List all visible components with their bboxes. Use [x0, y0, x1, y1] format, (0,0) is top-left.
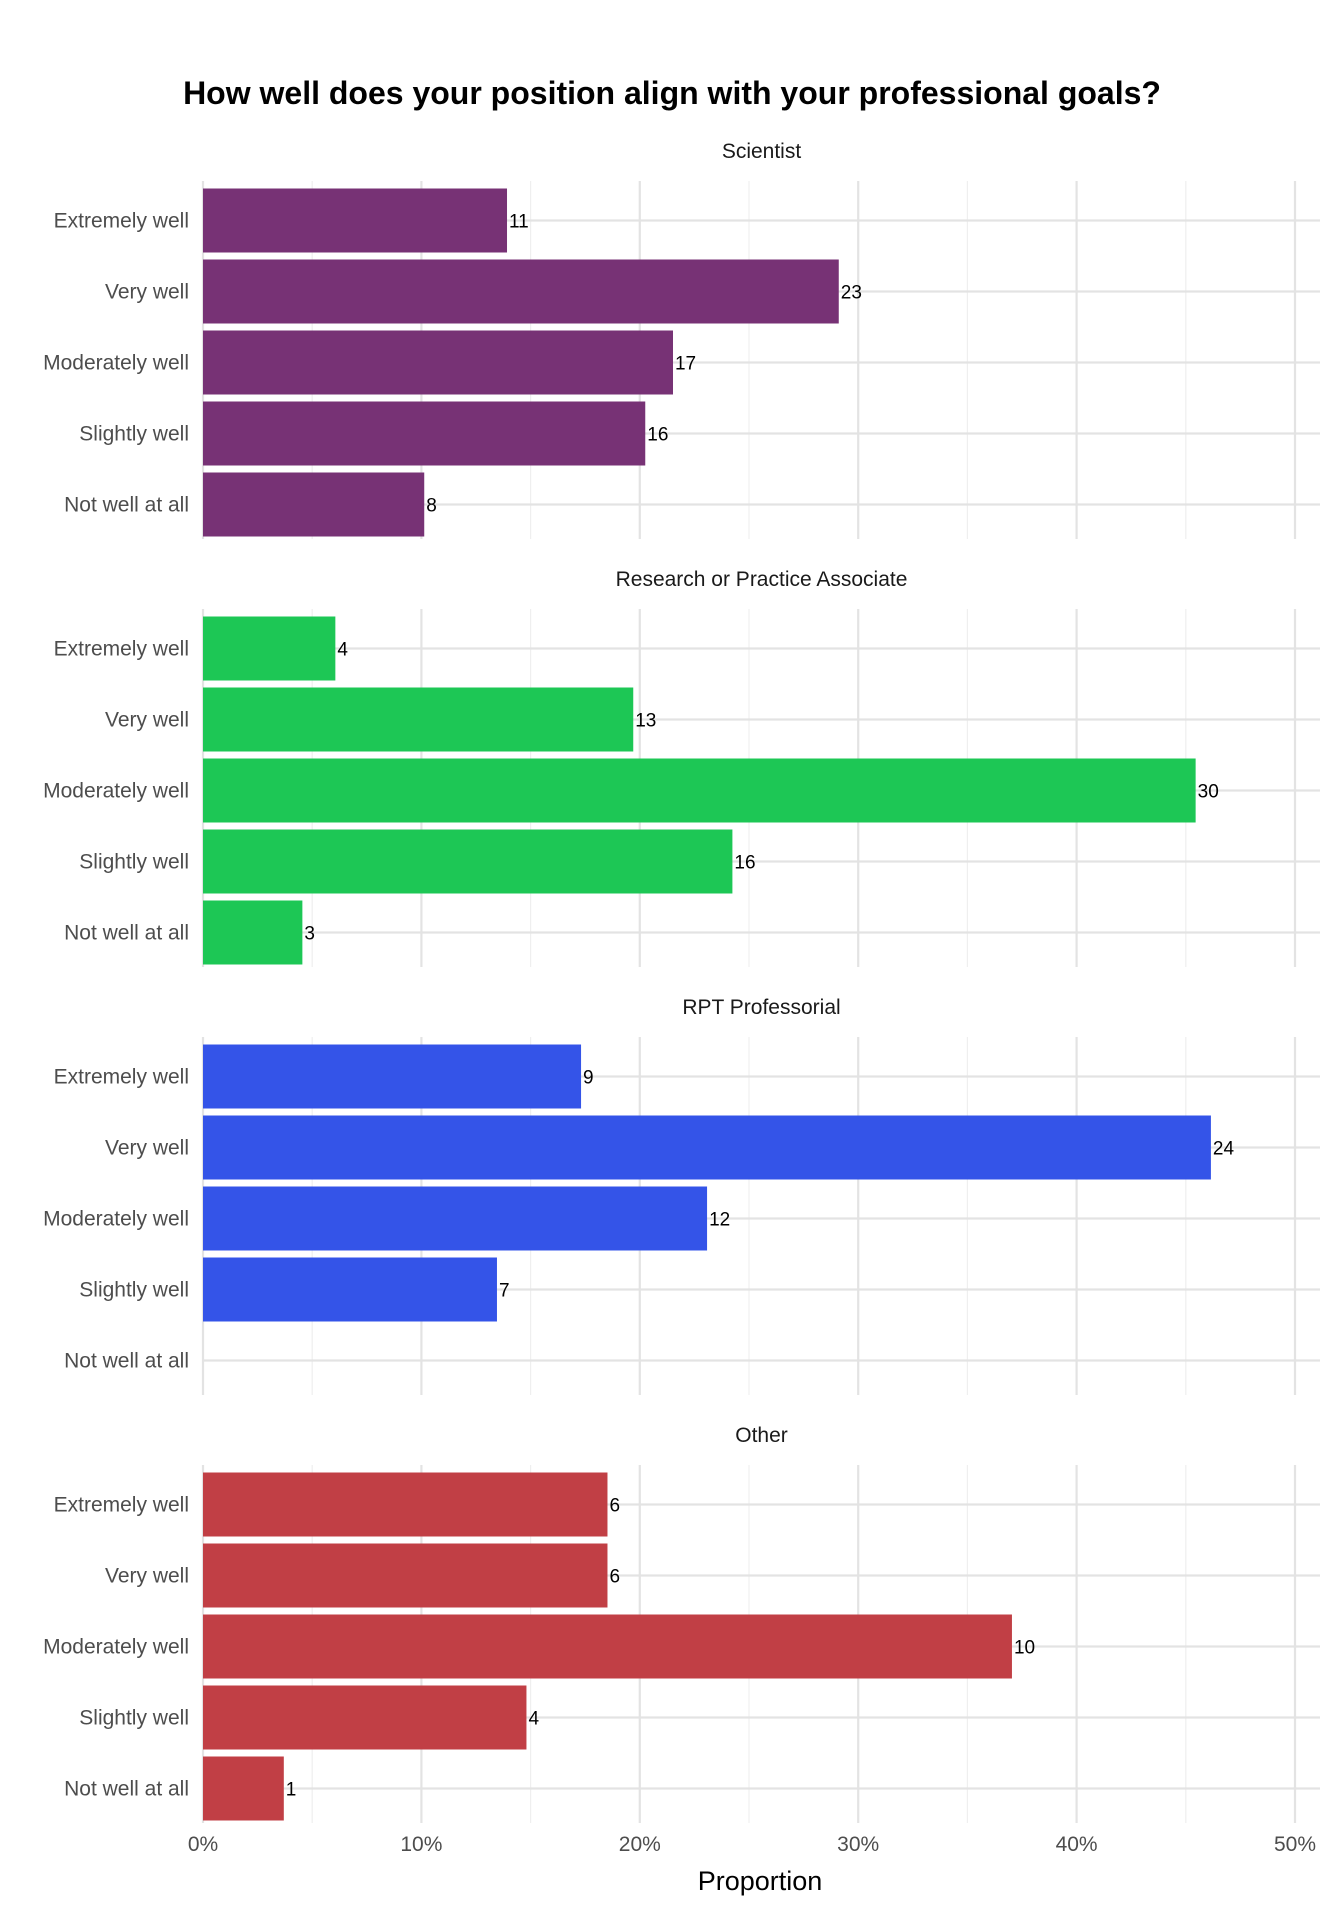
category-label: Extremely well	[54, 1066, 189, 1089]
facet-panels: Scientist Extremely well 11 Very well 23 Mode…	[43, 140, 1320, 1823]
x-tick-label: 40%	[1056, 1833, 1098, 1856]
category-label: Slightly well	[79, 1707, 189, 1730]
bar	[203, 1543, 608, 1608]
bar-value-label: 10	[1014, 1638, 1035, 1659]
category-label: Moderately well	[43, 1208, 189, 1231]
category-label: Moderately well	[43, 1636, 189, 1659]
bar	[203, 330, 673, 395]
bar	[203, 1472, 608, 1537]
facet-title: RPT Professorial	[682, 996, 840, 1019]
x-tick-label: 50%	[1274, 1833, 1316, 1856]
bar-value-label: 6	[609, 1496, 620, 1517]
bar-value-label: 4	[337, 640, 348, 661]
chart-title: How well does your position align with y…	[183, 75, 1161, 111]
bar	[203, 687, 634, 752]
category-label: Very well	[105, 281, 189, 304]
x-axis: 0% 10% 20% 30% 40% 50%	[188, 1833, 1316, 1856]
bar-value-label: 23	[841, 283, 862, 304]
category-label: Very well	[105, 709, 189, 732]
facet-title: Other	[735, 1424, 788, 1447]
bar	[203, 1756, 284, 1821]
bar-value-label: 1	[286, 1780, 297, 1801]
bar	[203, 472, 425, 537]
bar-value-label: 16	[734, 853, 755, 874]
x-axis-title: Proportion	[698, 1866, 823, 1896]
facet-1: Research or Practice Associate Extremely …	[43, 568, 1320, 967]
facet-0: Scientist Extremely well 11 Very well 23 Mode…	[43, 140, 1320, 539]
x-tick-label: 0%	[188, 1833, 218, 1856]
bar	[203, 1044, 582, 1109]
category-label: Very well	[105, 1565, 189, 1588]
bar-value-label: 13	[635, 711, 656, 732]
bar-value-label: 30	[1198, 782, 1219, 803]
category-label: Slightly well	[79, 423, 189, 446]
bar-value-label: 17	[675, 354, 696, 375]
facet-title: Research or Practice Associate	[616, 568, 908, 591]
bar	[203, 401, 646, 466]
bar	[203, 1115, 1211, 1180]
bar-value-label: 3	[304, 924, 315, 945]
facet-2: RPT Professorial Extremely well 9 Very well…	[43, 996, 1320, 1395]
bar-value-label: 24	[1213, 1139, 1235, 1160]
category-label: Extremely well	[54, 210, 189, 233]
bar-value-label: 8	[426, 496, 437, 517]
bar	[203, 1186, 708, 1251]
x-tick-label: 20%	[619, 1833, 661, 1856]
x-tick-label: 30%	[837, 1833, 879, 1856]
x-tick-label: 10%	[400, 1833, 442, 1856]
category-label: Slightly well	[79, 1279, 189, 1302]
bar	[203, 1257, 497, 1322]
bar	[203, 616, 336, 681]
bar	[203, 829, 733, 894]
bar	[203, 758, 1196, 823]
bar	[203, 900, 303, 965]
facet-title: Scientist	[722, 140, 802, 163]
bar-value-label: 6	[609, 1567, 620, 1588]
bar-value-label: 16	[647, 425, 668, 446]
category-label: Not well at all	[64, 1778, 189, 1801]
bar	[203, 1685, 527, 1750]
category-label: Extremely well	[54, 638, 189, 661]
category-label: Not well at all	[64, 922, 189, 945]
category-label: Slightly well	[79, 851, 189, 874]
bar	[203, 188, 508, 253]
category-label: Very well	[105, 1137, 189, 1160]
category-label: Moderately well	[43, 352, 189, 375]
bar-value-label: 9	[583, 1068, 594, 1089]
bar-value-label: 12	[709, 1210, 730, 1231]
category-label: Extremely well	[54, 1494, 189, 1517]
facet-3: Other Extremely well 6 Very well 6 Moderately…	[43, 1424, 1320, 1823]
category-label: Moderately well	[43, 780, 189, 803]
bar-value-label: 7	[499, 1281, 510, 1302]
bar-value-label: 11	[509, 212, 529, 233]
bar-value-label: 4	[528, 1709, 539, 1730]
bar	[203, 1614, 1012, 1679]
category-label: Not well at all	[64, 494, 189, 517]
bar	[203, 259, 839, 324]
category-label: Not well at all	[64, 1350, 189, 1373]
